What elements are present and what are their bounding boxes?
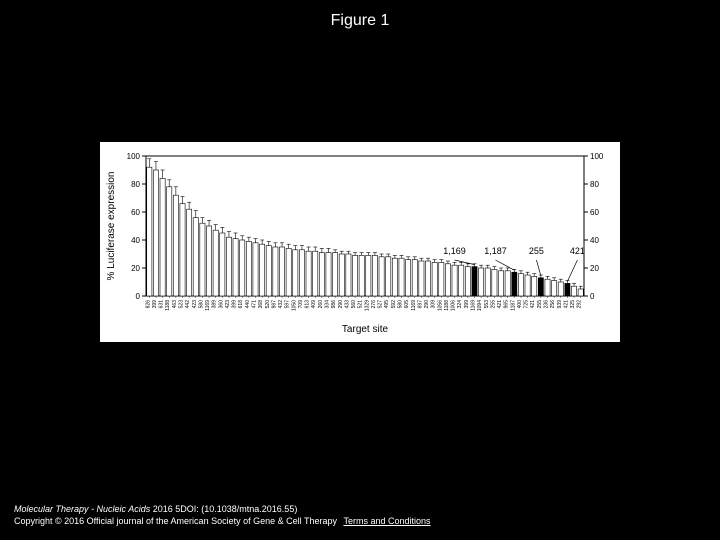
footer: Molecular Therapy - Nucleic Acids 2016 5… [14,503,431,528]
svg-text:423: 423 [192,300,198,309]
svg-text:400: 400 [517,300,523,309]
svg-text:495: 495 [384,300,390,309]
figure-title: Figure 1 [0,12,720,30]
svg-text:1094: 1094 [477,300,483,311]
svg-text:389: 389 [212,300,218,309]
svg-text:20: 20 [131,264,140,273]
svg-text:592: 592 [391,300,397,309]
svg-text:20: 20 [590,264,599,273]
svg-text:1329: 1329 [364,300,370,311]
svg-text:1187: 1187 [510,300,516,311]
chart-panel: 0 20 40 60 80 100 0 20 40 60 80 100 % Luciferase exp… [100,142,620,342]
svg-text:256: 256 [550,300,556,309]
svg-text:442: 442 [185,300,191,309]
svg-text:60: 60 [590,208,599,217]
svg-text:276: 276 [371,300,377,309]
svg-text:1188: 1188 [165,300,171,311]
svg-text:523: 523 [179,300,185,309]
svg-text:440: 440 [245,300,251,309]
svg-text:1169: 1169 [471,300,477,311]
svg-text:309: 309 [431,300,437,309]
svg-text:399: 399 [464,300,470,309]
svg-text:0: 0 [590,292,595,301]
svg-text:527: 527 [378,300,384,309]
svg-text:521: 521 [358,300,364,309]
svg-text:987: 987 [271,300,277,309]
svg-text:725: 725 [524,300,530,309]
svg-text:580: 580 [398,300,404,309]
svg-text:290: 290 [338,300,344,309]
svg-text:580: 580 [198,300,204,309]
svg-text:560: 560 [351,300,357,309]
svg-text:618: 618 [238,300,244,309]
svg-text:40: 40 [590,236,599,245]
svg-text:Target site: Target site [342,324,389,335]
svg-text:1,187: 1,187 [484,246,507,256]
citation-line: Molecular Therapy - Nucleic Acids 2016 5… [14,503,431,516]
svg-text:399: 399 [232,300,238,309]
svg-text:1188: 1188 [444,300,450,311]
svg-text:368: 368 [258,300,264,309]
svg-text:421: 421 [497,300,503,309]
svg-text:1,169: 1,169 [443,246,466,256]
svg-text:423: 423 [225,300,231,309]
svg-text:100: 100 [590,152,604,161]
svg-text:1169: 1169 [205,300,211,311]
svg-text:409: 409 [311,300,317,309]
svg-text:421: 421 [570,246,585,256]
svg-text:553: 553 [484,300,490,309]
svg-text:613: 613 [305,300,311,309]
svg-text:324: 324 [457,300,463,309]
svg-text:697: 697 [417,300,423,309]
copyright-text: Copyright © 2016 Official journal of the… [14,516,339,526]
svg-text:80: 80 [590,180,599,189]
svg-text:471: 471 [252,300,258,309]
svg-text:80: 80 [131,180,140,189]
svg-text:60: 60 [131,208,140,217]
svg-text:360: 360 [218,300,224,309]
svg-text:597: 597 [285,300,291,309]
svg-text:463: 463 [172,300,178,309]
svg-text:255: 255 [529,246,544,256]
svg-text:1169: 1169 [411,300,417,311]
svg-text:% Luciferase expression: % Luciferase expression [106,172,117,281]
luciferase-bar-chart: 0 20 40 60 80 100 0 20 40 60 80 100 % Luciferase exp… [100,142,620,342]
citation-rest: 2016 5DOI: (10.1038/mtna.2016.55) [150,504,297,514]
svg-text:325: 325 [570,300,576,309]
svg-text:421: 421 [530,300,536,309]
svg-text:1006: 1006 [451,300,457,311]
svg-text:965: 965 [504,300,510,309]
svg-text:399: 399 [152,300,158,309]
svg-text:986: 986 [331,300,337,309]
svg-text:0: 0 [136,292,141,301]
svg-text:421: 421 [563,300,569,309]
svg-text:605: 605 [404,300,410,309]
svg-text:40: 40 [131,236,140,245]
svg-text:631: 631 [159,300,165,309]
svg-text:290: 290 [424,300,430,309]
journal-name: Molecular Therapy - Nucleic Acids [14,504,150,514]
svg-text:826: 826 [145,300,151,309]
svg-text:255: 255 [537,300,543,309]
svg-text:939: 939 [557,300,563,309]
svg-text:1050: 1050 [291,300,297,311]
svg-text:260: 260 [318,300,324,309]
copyright-line: Copyright © 2016 Official journal of the… [14,515,431,528]
svg-text:520: 520 [265,300,271,309]
svg-text:433: 433 [344,300,350,309]
svg-text:255: 255 [490,300,496,309]
svg-text:709: 709 [298,300,304,309]
terms-link[interactable]: Terms and Conditions [343,516,430,526]
svg-text:236: 236 [544,300,550,309]
svg-text:100: 100 [127,152,141,161]
svg-text:1056: 1056 [437,300,443,311]
svg-text:292: 292 [577,300,583,309]
svg-text:334: 334 [325,300,331,309]
svg-text:432: 432 [278,300,284,309]
